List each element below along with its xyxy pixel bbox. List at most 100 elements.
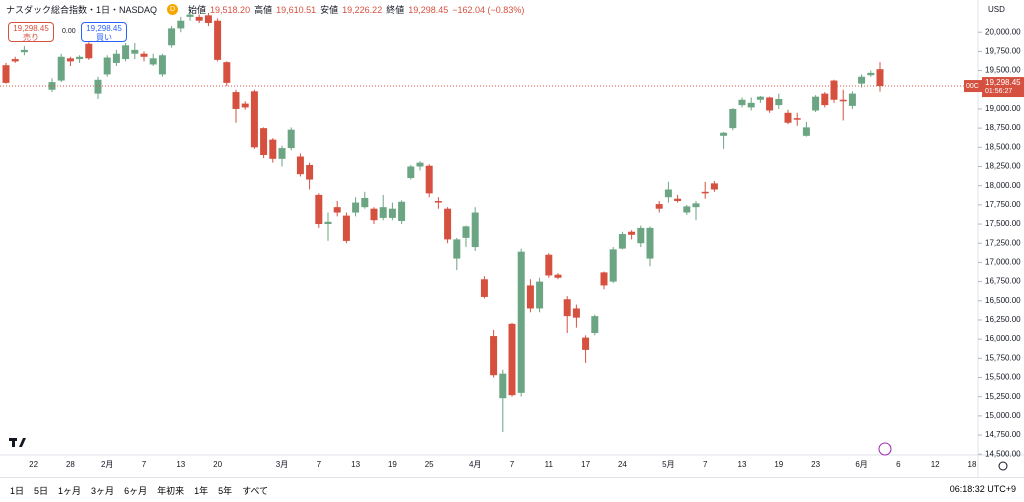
candle-body <box>11 59 19 62</box>
y-tick-label: 19,500.00 <box>985 66 1021 75</box>
candle-body <box>416 162 424 167</box>
candle-body <box>131 49 139 54</box>
candle-body <box>407 166 415 179</box>
x-tick-label: 7 <box>142 460 147 469</box>
sell-button[interactable]: 19,298.45 売り <box>8 22 54 42</box>
x-tick-label: 2月 <box>101 460 113 469</box>
candle-body <box>664 189 672 198</box>
candle-body <box>618 234 626 249</box>
countdown: 01:56:27 <box>985 88 1012 95</box>
y-tick-label: 18,000.00 <box>985 181 1021 190</box>
candle-body <box>122 45 130 60</box>
y-tick-label: 14,750.00 <box>985 430 1021 439</box>
candle-body <box>214 20 222 60</box>
range-button[interactable]: 1日 <box>10 485 25 496</box>
x-tick-label: 7 <box>510 460 515 469</box>
symbol-title: ナスダック総合指数・1日・NASDAQ <box>6 5 158 15</box>
label: 高値 <box>254 5 273 15</box>
candle-body <box>103 57 111 75</box>
candle-body <box>637 227 645 244</box>
range-button[interactable]: 1年 <box>194 485 209 496</box>
y-tick-label: 16,250.00 <box>985 315 1021 324</box>
candle-body <box>444 208 452 240</box>
candle-body <box>140 53 148 57</box>
candle-body <box>720 132 728 136</box>
candle-body <box>545 254 553 276</box>
y-tick-label: 17,000.00 <box>985 258 1021 267</box>
candle-body <box>600 272 608 286</box>
x-tick-label: 17 <box>581 460 590 469</box>
y-tick-label: 18,250.00 <box>985 162 1021 171</box>
label: 安値 <box>320 5 339 15</box>
badge: D <box>167 4 179 15</box>
candle-body <box>729 108 737 129</box>
toolbar: 06:18:32 UTC+9 1日 5日 1ヶ月 3ヶ月 6ヶ月 年初来 1年 5年 すべて <box>0 477 1024 502</box>
candle-body <box>398 201 406 221</box>
candle-body <box>609 249 617 282</box>
range-button[interactable]: 年初来 <box>157 485 185 496</box>
x-tick-label: 7 <box>703 460 708 469</box>
candle-body <box>453 239 461 259</box>
range-button[interactable]: すべて <box>242 485 269 496</box>
y-tick-label: 20,000.00 <box>985 27 1021 36</box>
x-tick-label: 28 <box>66 460 75 469</box>
candle-body <box>296 156 304 175</box>
candle-body <box>848 93 856 106</box>
candle-body <box>563 299 571 317</box>
spread: 0.00 <box>62 28 76 35</box>
x-tick-label: 22 <box>29 460 38 469</box>
candle-body <box>85 43 93 59</box>
value: 19,518.20 <box>210 4 251 15</box>
label: 買い <box>96 33 112 42</box>
candle-body <box>480 279 488 297</box>
price-tag <box>982 77 1024 98</box>
buy-button[interactable]: 19,298.45 買い <box>81 22 127 42</box>
symbol-tag <box>964 80 982 93</box>
range-button[interactable]: 1ヶ月 <box>58 485 82 496</box>
y-tick-label: 15,250.00 <box>985 392 1021 401</box>
range-button[interactable]: 3ヶ月 <box>91 485 115 496</box>
settings-icon[interactable] <box>998 461 1008 471</box>
candle-body <box>204 15 212 24</box>
y-tick-label: 18,750.00 <box>985 123 1021 132</box>
y-tick-label: 17,500.00 <box>985 219 1021 228</box>
x-tick-label: 13 <box>176 460 185 469</box>
y-tick-label: 17,250.00 <box>985 238 1021 247</box>
candle-body <box>168 28 176 46</box>
candle-body <box>20 49 28 53</box>
x-tick-label: 18 <box>968 460 977 469</box>
candle-body <box>628 231 636 235</box>
candle-body <box>582 337 590 350</box>
x-tick-label: 7 <box>317 460 322 469</box>
candle-body <box>2 65 10 83</box>
y-tick-label: 14,500.00 <box>985 449 1021 458</box>
candle-body <box>876 69 884 87</box>
y-tick-label: 16,000.00 <box>985 334 1021 343</box>
y-tick-label: 15,000.00 <box>985 411 1021 420</box>
candle-body <box>260 128 268 155</box>
candle-body <box>379 207 387 218</box>
y-tick-label: 19,750.00 <box>985 47 1021 56</box>
range-button[interactable]: 5日 <box>34 485 49 496</box>
candle-body <box>867 72 875 76</box>
candle-body <box>361 197 369 208</box>
candle-body <box>821 93 829 106</box>
candle-body <box>738 99 746 106</box>
candle-body <box>784 112 792 123</box>
candle-body <box>830 80 838 100</box>
range-button[interactable]: 6ヶ月 <box>124 485 148 496</box>
logo <box>9 438 26 447</box>
candle-body <box>306 164 314 180</box>
y-tick-label: 15,500.00 <box>985 373 1021 382</box>
candle-body <box>812 96 820 111</box>
range-button[interactable]: 5年 <box>218 485 233 496</box>
candle-body <box>434 201 442 203</box>
event-icon[interactable] <box>878 442 892 456</box>
candle-body <box>802 127 810 136</box>
legend: ナスダック総合指数・1日・NASDAQ D 始値 19,518.20 高値 19,6… <box>6 3 524 16</box>
candle-body <box>591 316 599 334</box>
x-tick-label: 5月 <box>662 460 674 469</box>
candle-body <box>250 91 258 148</box>
candle-body <box>425 165 433 194</box>
